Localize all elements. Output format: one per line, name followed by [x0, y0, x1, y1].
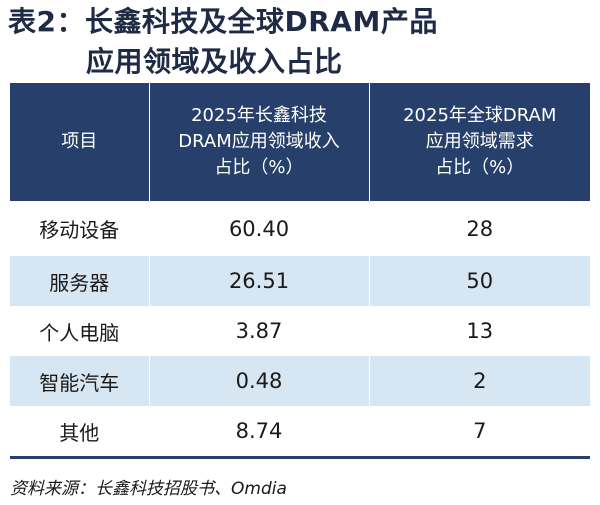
cell-global-share: 13: [368, 306, 590, 356]
cell-global-share: 7: [368, 406, 590, 456]
row-label: 其他: [10, 406, 149, 456]
row-label: 移动设备: [10, 201, 149, 256]
table-row: 智能汽车 0.48 2: [10, 356, 590, 406]
page-title: 表2：长鑫科技及全球DRAM产品 应用领域及收入占比: [8, 2, 592, 82]
header-item-text: 项目: [61, 131, 98, 152]
table-row: 服务器 26.51 50: [10, 256, 590, 306]
title-line-2: 应用领域及收入占比: [86, 45, 343, 78]
header-line: 2025年长鑫科技: [191, 105, 327, 126]
table-row: 移动设备 60.40 28: [10, 201, 590, 256]
cell-cxmt-share: 26.51: [148, 256, 369, 306]
source-note: 资料来源：长鑫科技招股书、Omdia: [10, 479, 287, 499]
cell-global-share: 28: [368, 201, 590, 256]
header-global-demand-share: 2025年全球DRAM 应用领域需求 占比（%）: [368, 83, 590, 201]
data-table-container: 项目 2025年长鑫科技 DRAM应用领域收入 占比（%） 2025年全球DRA…: [10, 83, 590, 459]
header-cxmt-revenue-share: 2025年长鑫科技 DRAM应用领域收入 占比（%）: [148, 83, 369, 201]
header-line: DRAM应用领域收入: [178, 131, 340, 152]
header-line: 2025年全球DRAM: [403, 105, 557, 126]
row-label: 服务器: [10, 256, 149, 306]
row-label: 智能汽车: [10, 356, 149, 406]
table-row: 其他 8.74 7: [10, 406, 590, 456]
header-line: 应用领域需求: [425, 131, 534, 152]
cell-global-share: 2: [368, 356, 590, 406]
cell-cxmt-share: 60.40: [148, 201, 369, 256]
cell-cxmt-share: 8.74: [148, 406, 369, 456]
row-label: 个人电脑: [10, 306, 149, 356]
header-item: 项目: [10, 83, 149, 201]
header-line: 占比（%）: [435, 157, 525, 178]
header-line: 占比（%）: [214, 157, 304, 178]
cell-cxmt-share: 3.87: [148, 306, 369, 356]
cell-global-share: 50: [368, 256, 590, 306]
table-row: 个人电脑 3.87 13: [10, 306, 590, 356]
cell-cxmt-share: 0.48: [148, 356, 369, 406]
data-table: 项目 2025年长鑫科技 DRAM应用领域收入 占比（%） 2025年全球DRA…: [10, 83, 590, 456]
title-line-1: 表2：长鑫科技及全球DRAM产品: [8, 5, 438, 38]
table-bottom-rule: [10, 456, 590, 459]
table-header-row: 项目 2025年长鑫科技 DRAM应用领域收入 占比（%） 2025年全球DRA…: [10, 83, 590, 201]
